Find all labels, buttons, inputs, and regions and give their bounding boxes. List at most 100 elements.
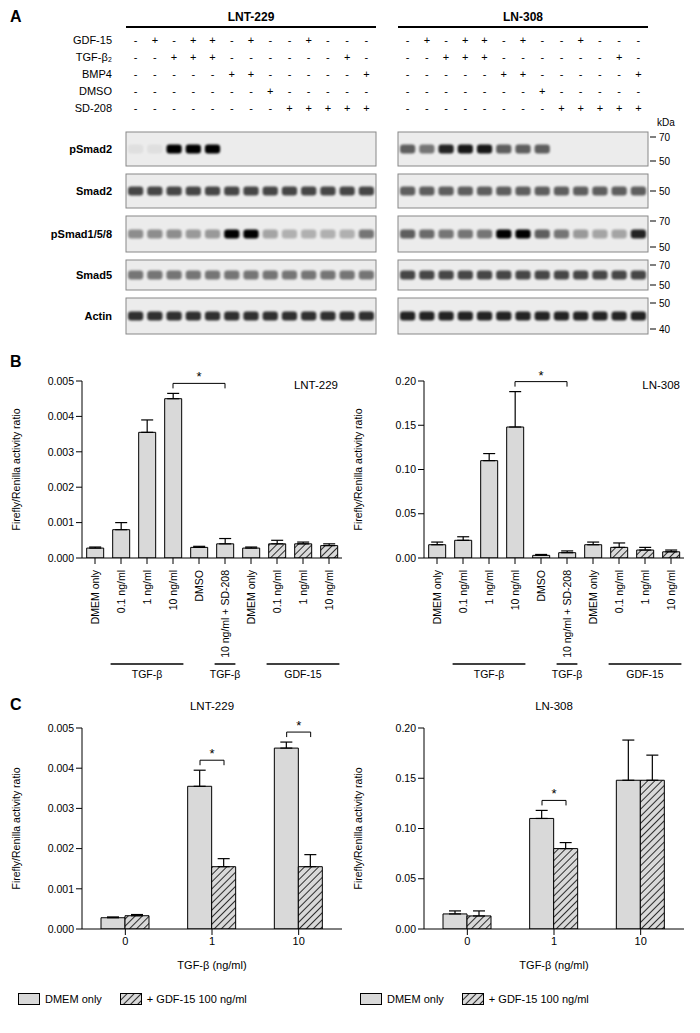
svg-text:0.15: 0.15: [396, 419, 417, 431]
svg-text:+: +: [597, 102, 603, 114]
svg-text:-: -: [211, 85, 215, 97]
svg-text:-: -: [444, 68, 448, 80]
svg-text:+: +: [190, 34, 196, 46]
svg-text:-: -: [521, 85, 525, 97]
svg-text:-: -: [579, 85, 583, 97]
svg-text:-: -: [307, 51, 311, 63]
svg-text:-: -: [463, 102, 467, 114]
svg-text:-: -: [521, 51, 525, 63]
svg-text:-: -: [540, 68, 544, 80]
svg-text:C: C: [10, 696, 22, 713]
svg-text:-: -: [598, 34, 602, 46]
svg-text:0.001: 0.001: [48, 883, 74, 895]
svg-text:*: *: [538, 368, 543, 383]
svg-text:DMSO: DMSO: [535, 570, 547, 602]
svg-text:+: +: [462, 34, 468, 46]
svg-text:A: A: [10, 8, 22, 25]
svg-text:-: -: [425, 68, 429, 80]
svg-text:-: -: [444, 102, 448, 114]
svg-text:-: -: [560, 34, 564, 46]
svg-text:Firefly/Renilla activity ratio: Firefly/Renilla activity ratio: [10, 767, 22, 889]
svg-text:40: 40: [659, 324, 671, 335]
svg-text:-: -: [560, 51, 564, 63]
svg-text:-: -: [406, 51, 410, 63]
svg-text:*: *: [551, 786, 556, 801]
svg-text:-: -: [540, 34, 544, 46]
svg-text:pSmad1/5/8: pSmad1/5/8: [51, 228, 112, 240]
svg-text:+: +: [443, 51, 449, 63]
svg-text:Firefly/Renilla activity ratio: Firefly/Renilla activity ratio: [10, 408, 22, 530]
svg-text:+: +: [520, 68, 526, 80]
svg-text:+: +: [577, 102, 583, 114]
svg-text:0.1 ng/ml: 0.1 ng/ml: [271, 570, 283, 613]
svg-text:0.20: 0.20: [396, 722, 417, 734]
svg-text:10: 10: [293, 935, 305, 947]
svg-text:-: -: [598, 51, 602, 63]
svg-text:0.001: 0.001: [48, 516, 74, 528]
svg-text:-: -: [268, 102, 272, 114]
svg-text:-: -: [230, 34, 234, 46]
svg-text:+: +: [520, 34, 526, 46]
svg-text:-: -: [326, 34, 330, 46]
svg-text:LNT-229: LNT-229: [294, 379, 338, 391]
svg-text:GDF-15: GDF-15: [73, 34, 112, 46]
svg-text:-: -: [345, 85, 349, 97]
svg-text:50: 50: [659, 186, 671, 197]
svg-text:+: +: [344, 102, 350, 114]
svg-text:-: -: [637, 85, 641, 97]
svg-text:0.1 ng/ml: 0.1 ng/ml: [115, 570, 127, 613]
svg-text:+: +: [325, 102, 331, 114]
svg-text:+: +: [635, 102, 641, 114]
svg-text:-: -: [502, 51, 506, 63]
svg-text:-: -: [560, 85, 564, 97]
svg-text:+: +: [248, 34, 254, 46]
svg-text:-: -: [406, 34, 410, 46]
svg-text:-: -: [444, 85, 448, 97]
svg-text:+: +: [305, 102, 311, 114]
svg-text:0.1 ng/ml: 0.1 ng/ml: [613, 570, 625, 613]
svg-text:-: -: [211, 68, 215, 80]
svg-text:-: -: [172, 85, 176, 97]
svg-text:-: -: [617, 85, 621, 97]
svg-text:TGF-β: TGF-β: [210, 668, 241, 680]
svg-text:+: +: [171, 51, 177, 63]
svg-text:-: -: [502, 34, 506, 46]
svg-text:-: -: [483, 102, 487, 114]
svg-text:+: +: [481, 51, 487, 63]
svg-text:-: -: [444, 34, 448, 46]
svg-text:+: +: [363, 68, 369, 80]
svg-text:GDF-15: GDF-15: [284, 668, 322, 680]
svg-text:DMEM only: DMEM only: [89, 569, 101, 624]
svg-text:+: +: [152, 34, 158, 46]
svg-text:LNT-229: LNT-229: [190, 700, 234, 712]
svg-text:0.00: 0.00: [396, 923, 417, 935]
svg-text:50: 50: [659, 156, 671, 167]
svg-text:-: -: [425, 51, 429, 63]
svg-text:1 ng/ml: 1 ng/ml: [483, 570, 495, 604]
svg-text:+: +: [229, 68, 235, 80]
svg-text:+: +: [344, 51, 350, 63]
svg-text:-: -: [326, 51, 330, 63]
svg-text:50: 50: [659, 298, 671, 309]
svg-text:+: +: [209, 34, 215, 46]
svg-text:-: -: [268, 51, 272, 63]
svg-text:0.000: 0.000: [48, 923, 74, 935]
svg-text:-: -: [288, 51, 292, 63]
svg-text:-: -: [598, 85, 602, 97]
svg-text:LN-308: LN-308: [535, 700, 573, 712]
svg-text:-: -: [153, 68, 157, 80]
svg-text:+: +: [577, 34, 583, 46]
svg-text:-: -: [134, 102, 138, 114]
svg-text:-: -: [288, 85, 292, 97]
svg-text:LN-308: LN-308: [642, 379, 680, 391]
svg-text:TGF-β (ng/ml): TGF-β (ng/ml): [519, 959, 588, 971]
svg-text:0.003: 0.003: [48, 446, 74, 458]
svg-text:-: -: [365, 34, 369, 46]
svg-text:-: -: [425, 85, 429, 97]
svg-text:+: +: [462, 51, 468, 63]
svg-text:Smad5: Smad5: [76, 269, 112, 281]
svg-text:Smad2: Smad2: [76, 185, 112, 197]
svg-text:+: +: [190, 51, 196, 63]
svg-text:50: 50: [659, 242, 671, 253]
svg-text:0: 0: [122, 935, 128, 947]
